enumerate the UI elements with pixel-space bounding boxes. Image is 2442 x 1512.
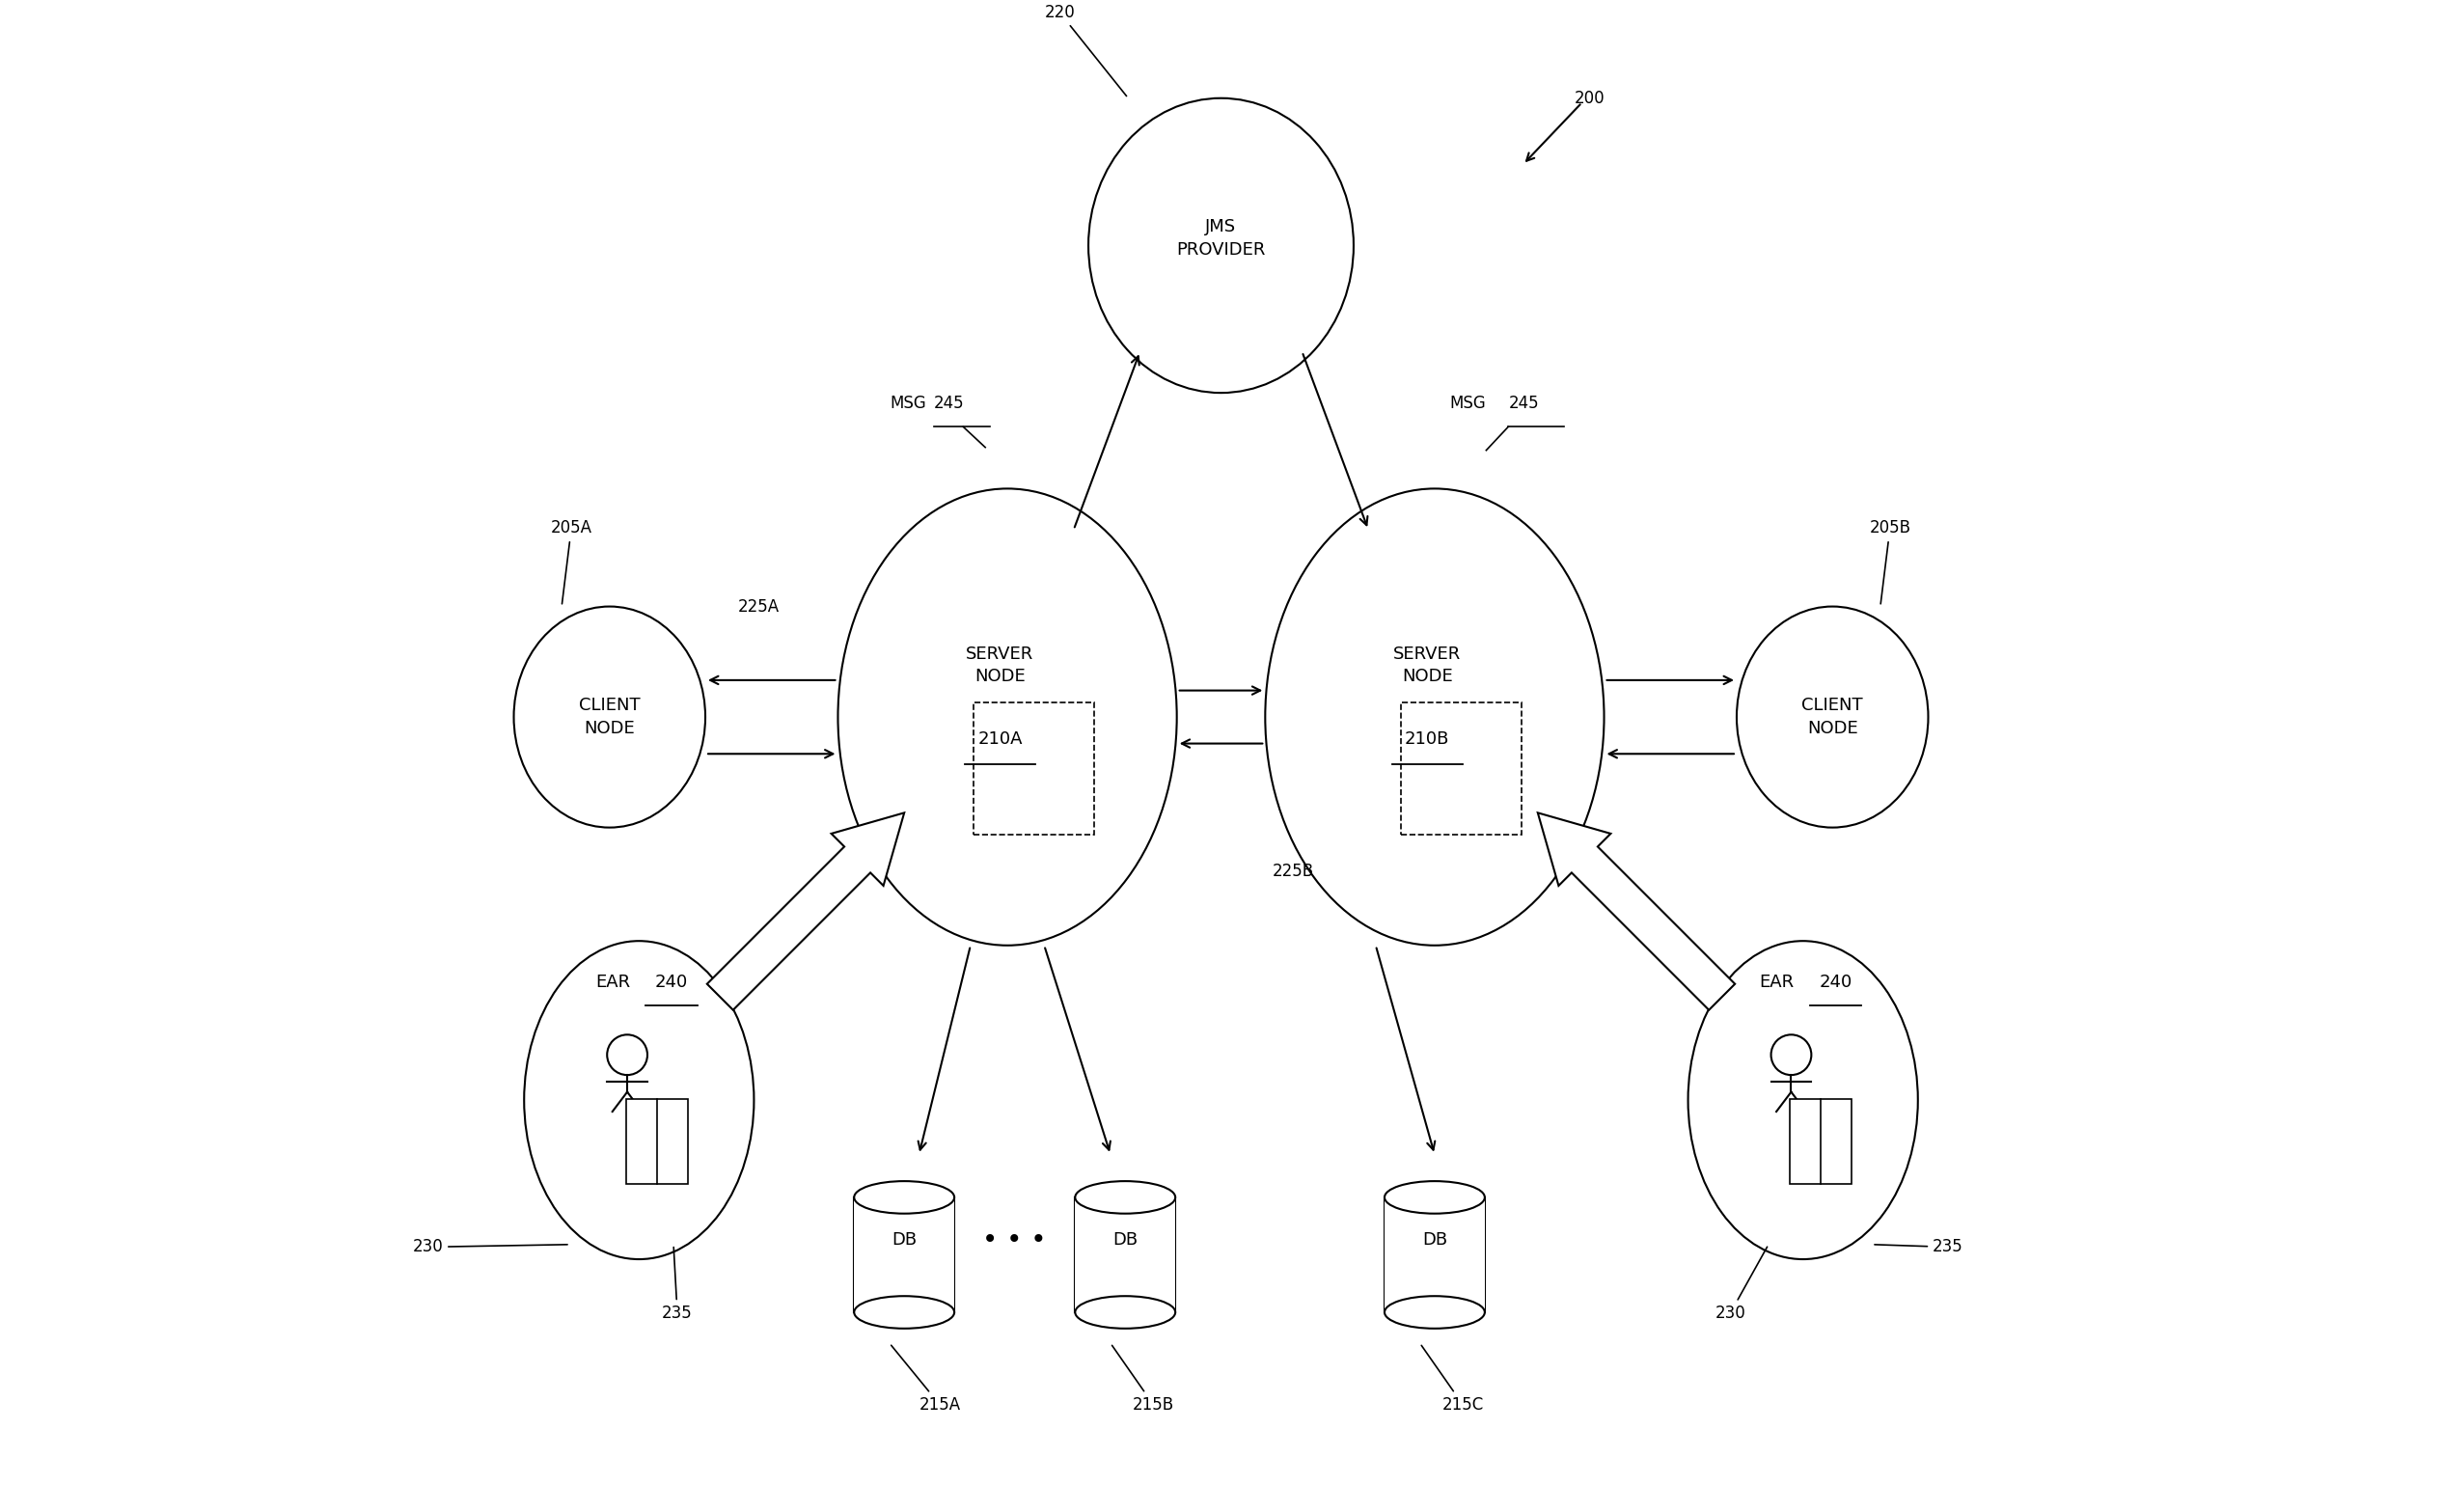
Bar (855, 1198, 955, 1312)
Text: EAR: EAR (596, 974, 630, 990)
Ellipse shape (1074, 1296, 1175, 1329)
Text: 240: 240 (1819, 974, 1851, 990)
Bar (974, 702, 1094, 835)
Bar (1790, 1099, 1851, 1184)
Text: 245: 245 (1509, 395, 1538, 411)
Text: MSG: MSG (889, 395, 926, 411)
Text: 230: 230 (1714, 1247, 1768, 1321)
Bar (1385, 1198, 1485, 1312)
Ellipse shape (855, 1181, 955, 1214)
Text: SERVER
NODE: SERVER NODE (1394, 646, 1460, 685)
Text: 200: 200 (1575, 89, 1604, 107)
Text: JMS
PROVIDER: JMS PROVIDER (1177, 218, 1265, 259)
Text: 240: 240 (654, 974, 689, 990)
Ellipse shape (1074, 1181, 1175, 1214)
Text: DB: DB (1114, 1231, 1138, 1249)
Text: DB: DB (891, 1231, 916, 1249)
Bar (1074, 1198, 1175, 1312)
Text: 215B: 215B (1111, 1346, 1175, 1414)
Text: • • •: • • • (982, 1226, 1048, 1253)
Text: 225A: 225A (737, 597, 779, 615)
Text: 215C: 215C (1421, 1346, 1485, 1414)
Ellipse shape (1736, 606, 1929, 827)
Bar (1402, 702, 1521, 835)
Text: CLIENT
NODE: CLIENT NODE (1802, 697, 1863, 736)
Ellipse shape (1089, 98, 1353, 393)
Polygon shape (1538, 813, 1734, 1010)
Text: 225B: 225B (1272, 863, 1314, 880)
Text: 245: 245 (933, 395, 965, 411)
Text: 205A: 205A (549, 519, 591, 603)
Ellipse shape (1385, 1181, 1485, 1214)
Text: 205B: 205B (1868, 519, 1910, 603)
Bar (625, 1099, 689, 1184)
Ellipse shape (513, 606, 706, 827)
Ellipse shape (1385, 1296, 1485, 1329)
Ellipse shape (1265, 488, 1604, 945)
Ellipse shape (1687, 940, 1917, 1259)
Text: 230: 230 (413, 1238, 567, 1256)
Text: DB: DB (1421, 1231, 1448, 1249)
Text: 235: 235 (1875, 1238, 1963, 1256)
Text: MSG: MSG (1451, 395, 1485, 411)
Ellipse shape (838, 488, 1177, 945)
Polygon shape (708, 813, 904, 1010)
Text: 210A: 210A (977, 730, 1023, 748)
Text: 235: 235 (662, 1247, 694, 1321)
Text: EAR: EAR (1758, 974, 1795, 990)
Text: 220: 220 (1045, 3, 1126, 97)
Text: 215A: 215A (891, 1346, 960, 1414)
Text: 210B: 210B (1404, 730, 1451, 748)
Text: SERVER
NODE: SERVER NODE (967, 646, 1033, 685)
Ellipse shape (525, 940, 755, 1259)
Text: CLIENT
NODE: CLIENT NODE (579, 697, 640, 736)
Ellipse shape (855, 1296, 955, 1329)
